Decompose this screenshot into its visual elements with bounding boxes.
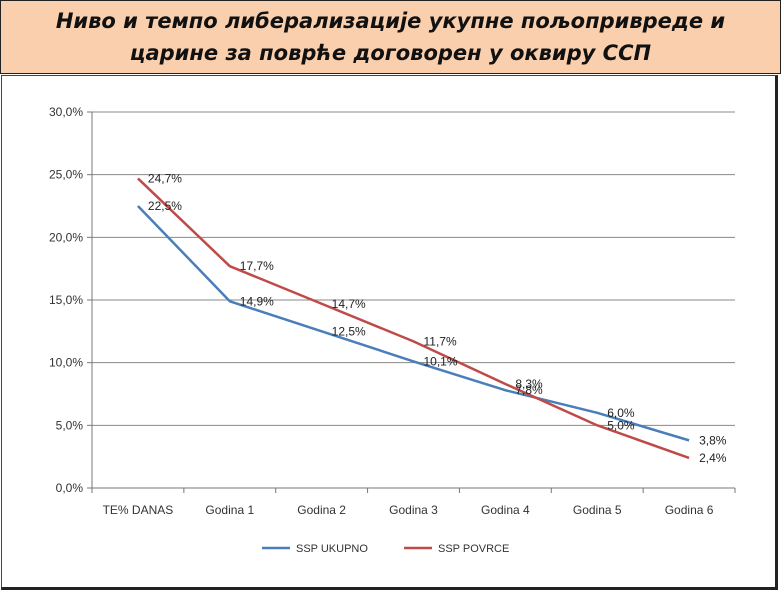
y-tick-label: 5,0% — [56, 418, 84, 432]
x-tick-label: TE% DANAS — [103, 503, 174, 517]
series-line-2 — [137, 177, 690, 460]
chart-title-box: Ниво и темпо либерализације укупне пољоп… — [0, 0, 781, 74]
data-label: 14,9% — [240, 294, 274, 308]
data-label: 24,7% — [148, 171, 182, 185]
x-tick-label: Godina 6 — [665, 503, 714, 517]
data-label: 3,8% — [699, 433, 727, 447]
data-label: 5,0% — [607, 418, 635, 432]
series — [137, 177, 690, 460]
data-label: 11,7% — [424, 334, 457, 348]
data-label: 10,1% — [424, 354, 458, 368]
chart-title: Ниво и темпо либерализације укупне пољоп… — [55, 9, 726, 65]
data-label: 22,5% — [148, 199, 182, 213]
y-tick-label: 20,0% — [49, 230, 83, 244]
series-line-1 — [137, 205, 690, 442]
y-tick-label: 10,0% — [49, 356, 83, 370]
y-tick-label: 25,0% — [49, 168, 83, 182]
y-tick-label: 30,0% — [49, 105, 83, 119]
x-tick-label: Godina 2 — [297, 503, 346, 517]
y-tick-label: 0,0% — [56, 481, 84, 495]
data-label: 14,7% — [332, 297, 366, 311]
legend-label: SSP UKUPNO — [296, 543, 368, 555]
data-label: 7,8% — [515, 383, 543, 397]
data-label: 12,5% — [332, 324, 366, 338]
x-tick-label: Godina 1 — [205, 503, 254, 517]
x-tick-label: Godina 5 — [573, 503, 622, 517]
data-labels: 22,5% 14,9% 12,5% 10,1% 7,8% 6,0% 3,8% 24,7% 17,… — [148, 171, 727, 464]
data-label: 6,0% — [607, 406, 635, 420]
legend-label: SSP POVRCE — [438, 543, 509, 555]
x-tick-label: Godina 3 — [389, 503, 438, 517]
axes: 0,0% 5,0% 10,0% 15,0% 20,0% 25,0% 30,0% TE% DAN… — [49, 105, 736, 517]
x-tick-label: Godina 4 — [481, 503, 530, 517]
data-label: 17,7% — [240, 259, 274, 273]
gridlines — [92, 111, 735, 489]
legend: SSP UKUPNO SSP POVRCE — [262, 543, 509, 555]
data-label: 2,4% — [699, 451, 727, 465]
y-tick-label: 15,0% — [49, 293, 83, 307]
data-label: 8,3% — [515, 377, 543, 391]
